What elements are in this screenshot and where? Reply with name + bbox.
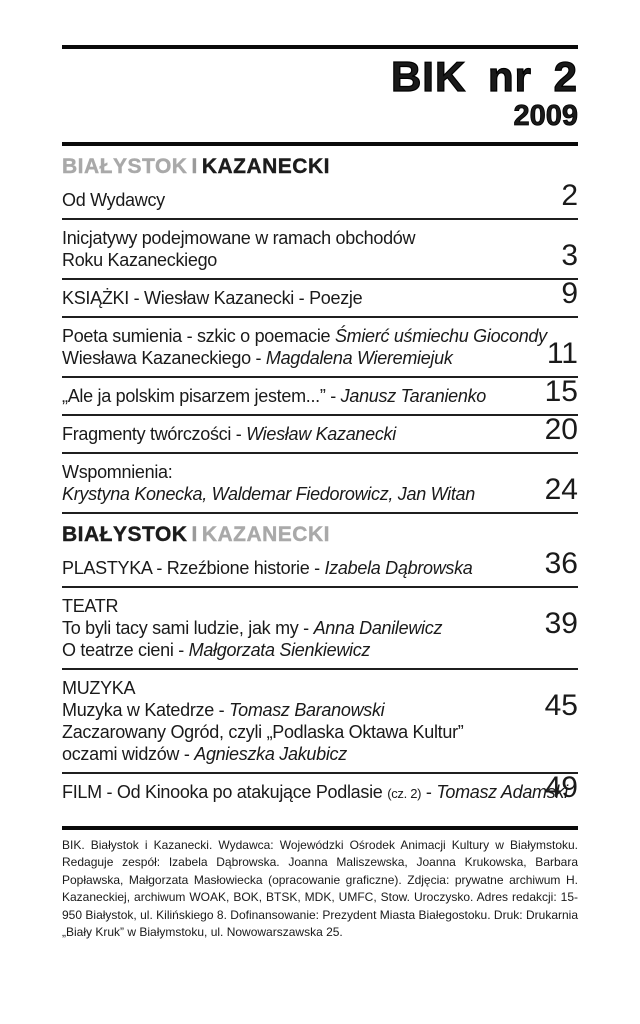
toc-entry-line: To byli tacy sami ludzie, jak my - Anna … xyxy=(62,617,578,639)
toc-page-number: 36 xyxy=(544,546,578,580)
toc-entry: MUZYKA Muzyka w Katedrze - Tomasz Barano… xyxy=(62,670,578,774)
toc-entry-line: FILM - Od Kinooka po atakujące Podlasie … xyxy=(62,781,578,805)
toc-page-number: 2 xyxy=(561,178,578,212)
heading-word-kazanecki: KAZANECKI xyxy=(201,154,330,178)
text-segment: To byli tacy sami ludzie, jak my - xyxy=(62,617,314,638)
toc-entry: TEATR To byli tacy sami ludzie, jak my -… xyxy=(62,588,578,670)
text-segment: - xyxy=(421,781,437,802)
imprint-text: BIK. Białystok i Kazanecki. Wydawca: Woj… xyxy=(62,837,578,940)
toc-entry-line: O teatrze cieni - Małgorzata Sienkiewicz xyxy=(62,639,578,661)
heading-word-bialystok: BIAŁYSTOK xyxy=(62,154,188,178)
text-segment: FILM - Od Kinooka po atakujące Podlasie xyxy=(62,781,388,802)
text-segment: „Ale ja polskim pisarzem jestem...” - xyxy=(62,385,341,406)
toc-page-number: 20 xyxy=(544,412,578,446)
toc-entry: Wspomnienia: Krystyna Konecka, Waldemar … xyxy=(62,454,578,514)
text-segment: Inicjatywy podejmowane w ramach obchodów xyxy=(62,227,416,248)
masthead-year: 2009 xyxy=(513,100,578,133)
text-segment: Wiesław Kazanecki xyxy=(246,423,396,444)
text-segment: Tomasz Baranowski xyxy=(229,699,385,720)
top-rule xyxy=(62,45,578,49)
text-segment: TEATR xyxy=(62,595,119,616)
text-segment: O teatrze cieni - xyxy=(62,639,189,660)
toc-entry-line: Fragmenty twórczości - Wiesław Kazanecki xyxy=(62,423,578,445)
toc-page-number: 15 xyxy=(544,374,578,408)
masthead-title: BIK nr 2 xyxy=(390,53,578,100)
footer-rule xyxy=(62,825,578,830)
text-segment: Magdalena Wieremiejuk xyxy=(265,347,453,368)
toc-entry-line: TEATR xyxy=(62,595,578,617)
toc-page-number: 11 xyxy=(546,336,578,370)
toc-entry-line: MUZYKA xyxy=(62,677,578,699)
toc-entry-line: Roku Kazaneckiego xyxy=(62,249,578,271)
toc-entry-line: Muzyka w Katedrze - Tomasz Baranowski xyxy=(62,699,578,721)
toc-entry-line: Poeta sumienia - szkic o poemacie Śmierć… xyxy=(62,325,578,347)
toc-entry-line: Wspomnienia: xyxy=(62,461,578,483)
text-segment: Od Wydawcy xyxy=(62,189,165,210)
section-heading-1: BIAŁYSTOK I KAZANECKI xyxy=(62,146,578,182)
text-segment: Muzyka w Katedrze - xyxy=(62,699,230,720)
text-segment: MUZYKA xyxy=(62,677,136,698)
text-segment: oczami widzów - xyxy=(62,743,195,764)
text-segment: Poeta sumienia - szkic o poemacie xyxy=(62,325,335,346)
toc-entry-line: Inicjatywy podejmowane w ramach obchodów xyxy=(62,227,578,249)
toc-page-number: 49 xyxy=(544,770,578,804)
toc-entry-line: oczami widzów - Agnieszka Jakubicz xyxy=(62,743,578,765)
toc-page-number: 3 xyxy=(561,238,578,272)
toc-entry-line: „Ale ja polskim pisarzem jestem...” - Ja… xyxy=(62,385,578,407)
text-segment: Izabela Dąbrowska xyxy=(324,557,473,578)
toc-entry: Poeta sumienia - szkic o poemacie Śmierć… xyxy=(62,318,578,378)
text-segment: Śmierć uśmiechu Giocondy xyxy=(334,325,547,346)
masthead-rule xyxy=(62,141,578,146)
toc-entry: PLASTYKA - Rzeźbione historie - Izabela … xyxy=(62,546,578,588)
text-segment: Agnieszka Jakubicz xyxy=(194,743,347,764)
text-segment: PLASTYKA - Rzeźbione historie - xyxy=(62,557,325,578)
text-segment: Wspomnienia: xyxy=(62,461,173,482)
toc-entry: KSIĄŻKI - Wiesław Kazanecki - Poezje 9 xyxy=(62,276,578,318)
toc-entry: Od Wydawcy 2 xyxy=(62,178,578,220)
text-segment: Wiesława Kazaneckiego - xyxy=(62,347,266,368)
text-segment: Roku Kazaneckiego xyxy=(62,249,218,270)
toc-entry-line: Krystyna Konecka, Waldemar Fiedorowicz, … xyxy=(62,483,578,505)
toc-entry-line: KSIĄŻKI - Wiesław Kazanecki - Poezje xyxy=(62,287,578,309)
heading-separator: I xyxy=(191,522,198,546)
heading-word-kazanecki: KAZANECKI xyxy=(201,522,330,546)
heading-separator: I xyxy=(191,154,198,178)
toc-entry-line: PLASTYKA - Rzeźbione historie - Izabela … xyxy=(62,557,578,579)
toc-entry-line: Zaczarowany Ogród, czyli „Podlaska Oktaw… xyxy=(62,721,578,743)
toc-entry: Fragmenty twórczości - Wiesław Kazanecki… xyxy=(62,412,578,454)
toc-entry: Inicjatywy podejmowane w ramach obchodów… xyxy=(62,220,578,280)
toc-page-number: 39 xyxy=(544,606,578,640)
text-segment: Anna Danilewicz xyxy=(313,617,443,638)
text-segment: Janusz Taranienko xyxy=(340,385,487,406)
toc-entry: „Ale ja polskim pisarzem jestem...” - Ja… xyxy=(62,374,578,416)
heading-word-bialystok: BIAŁYSTOK xyxy=(62,522,188,546)
text-segment: KSIĄŻKI - Wiesław Kazanecki - Poezje xyxy=(62,287,363,308)
section-heading-2: BIAŁYSTOK I KAZANECKI xyxy=(62,514,578,550)
text-segment: Fragmenty twórczości - xyxy=(62,423,247,444)
toc-page-number: 45 xyxy=(544,688,578,722)
toc-page-number: 24 xyxy=(544,472,578,506)
text-segment: Tomasz Adamski xyxy=(436,781,568,802)
text-segment: (cz. 2) xyxy=(387,785,422,801)
text-segment: Małgorzata Sienkiewicz xyxy=(188,639,371,660)
text-segment: Krystyna Konecka, Waldemar Fiedorowicz, … xyxy=(62,483,475,504)
toc-entry: FILM - Od Kinooka po atakujące Podlasie … xyxy=(62,770,578,812)
toc-entry-line: Od Wydawcy xyxy=(62,189,578,211)
text-segment: Zaczarowany Ogród, czyli „Podlaska Oktaw… xyxy=(62,721,464,742)
toc-entry-line: Wiesława Kazaneckiego - Magdalena Wierem… xyxy=(62,347,578,369)
page-frame: BIK nr 2 2009 BIAŁYSTOK I KAZANECKI Od Wyd… xyxy=(62,45,578,940)
masthead: BIK nr 2 2009 xyxy=(62,49,578,142)
toc-page-number: 9 xyxy=(561,276,578,310)
